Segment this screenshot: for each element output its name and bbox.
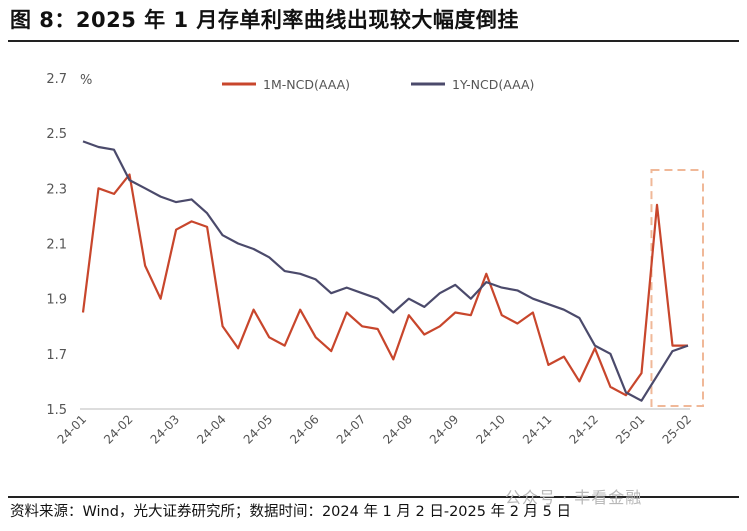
x-axis-labels: 24-01 24-02 24-03 24-04 24-05 24-06 24-07 24-08…: [55, 412, 695, 447]
legend-label-1y: 1Y-NCD(AAA): [452, 77, 534, 92]
y-tick-label: 1.7: [46, 348, 67, 363]
y-tick-label: 1.5: [46, 403, 67, 418]
watermark: 公众号 · 丰看金融: [505, 488, 643, 507]
bottom-rule: [8, 496, 739, 498]
x-tick-label: 24-03: [148, 412, 183, 447]
x-tick-label: 24-02: [101, 412, 136, 447]
y-tick-label: 2.3: [46, 182, 67, 197]
y-tick-label: 2.5: [46, 127, 67, 142]
y-tick-label: 1.9: [46, 293, 67, 308]
y-tick-label: 2.1: [46, 238, 67, 253]
x-tick-label: 24-05: [241, 412, 276, 447]
figure-title: 图 8：2025 年 1 月存单利率曲线出现较大幅度倒挂: [10, 8, 519, 32]
x-tick-label: 24-09: [427, 412, 462, 447]
legend-label-1m: 1M-NCD(AAA): [263, 77, 350, 92]
top-rule: [8, 40, 739, 42]
series-line-1y: [82, 140, 689, 402]
x-tick-label: 24-11: [520, 412, 555, 447]
x-tick-label: 24-06: [287, 412, 322, 447]
y-tick-label: 2.7: [46, 72, 67, 87]
series-line-1m: [81, 173, 688, 397]
x-tick-label: 25-01: [613, 412, 648, 447]
x-tick-label: 24-08: [380, 412, 415, 447]
x-tick-label: 25-02: [660, 412, 695, 447]
line-chart: 1.51.71.92.12.32.52.7 % 24-01 24-02 24-03 2…: [46, 72, 705, 447]
series-lines: [81, 140, 689, 402]
legend: 1M-NCD(AAA) 1Y-NCD(AAA): [222, 77, 534, 92]
highlight-box: [650, 169, 705, 407]
x-tick-label: 24-07: [334, 412, 369, 447]
x-tick-label: 24-10: [473, 412, 508, 447]
source-note: 资料来源：Wind，光大证券研究所；数据时间：2024 年 1 月 2 日-20…: [10, 504, 571, 520]
y-axis-unit: %: [80, 73, 92, 88]
x-tick-label: 24-04: [194, 412, 229, 447]
y-axis-labels: 1.5 1.7 1.9 2.1 2.3 2.5 2.7: [46, 72, 67, 418]
x-tick-label: 24-12: [566, 412, 601, 447]
